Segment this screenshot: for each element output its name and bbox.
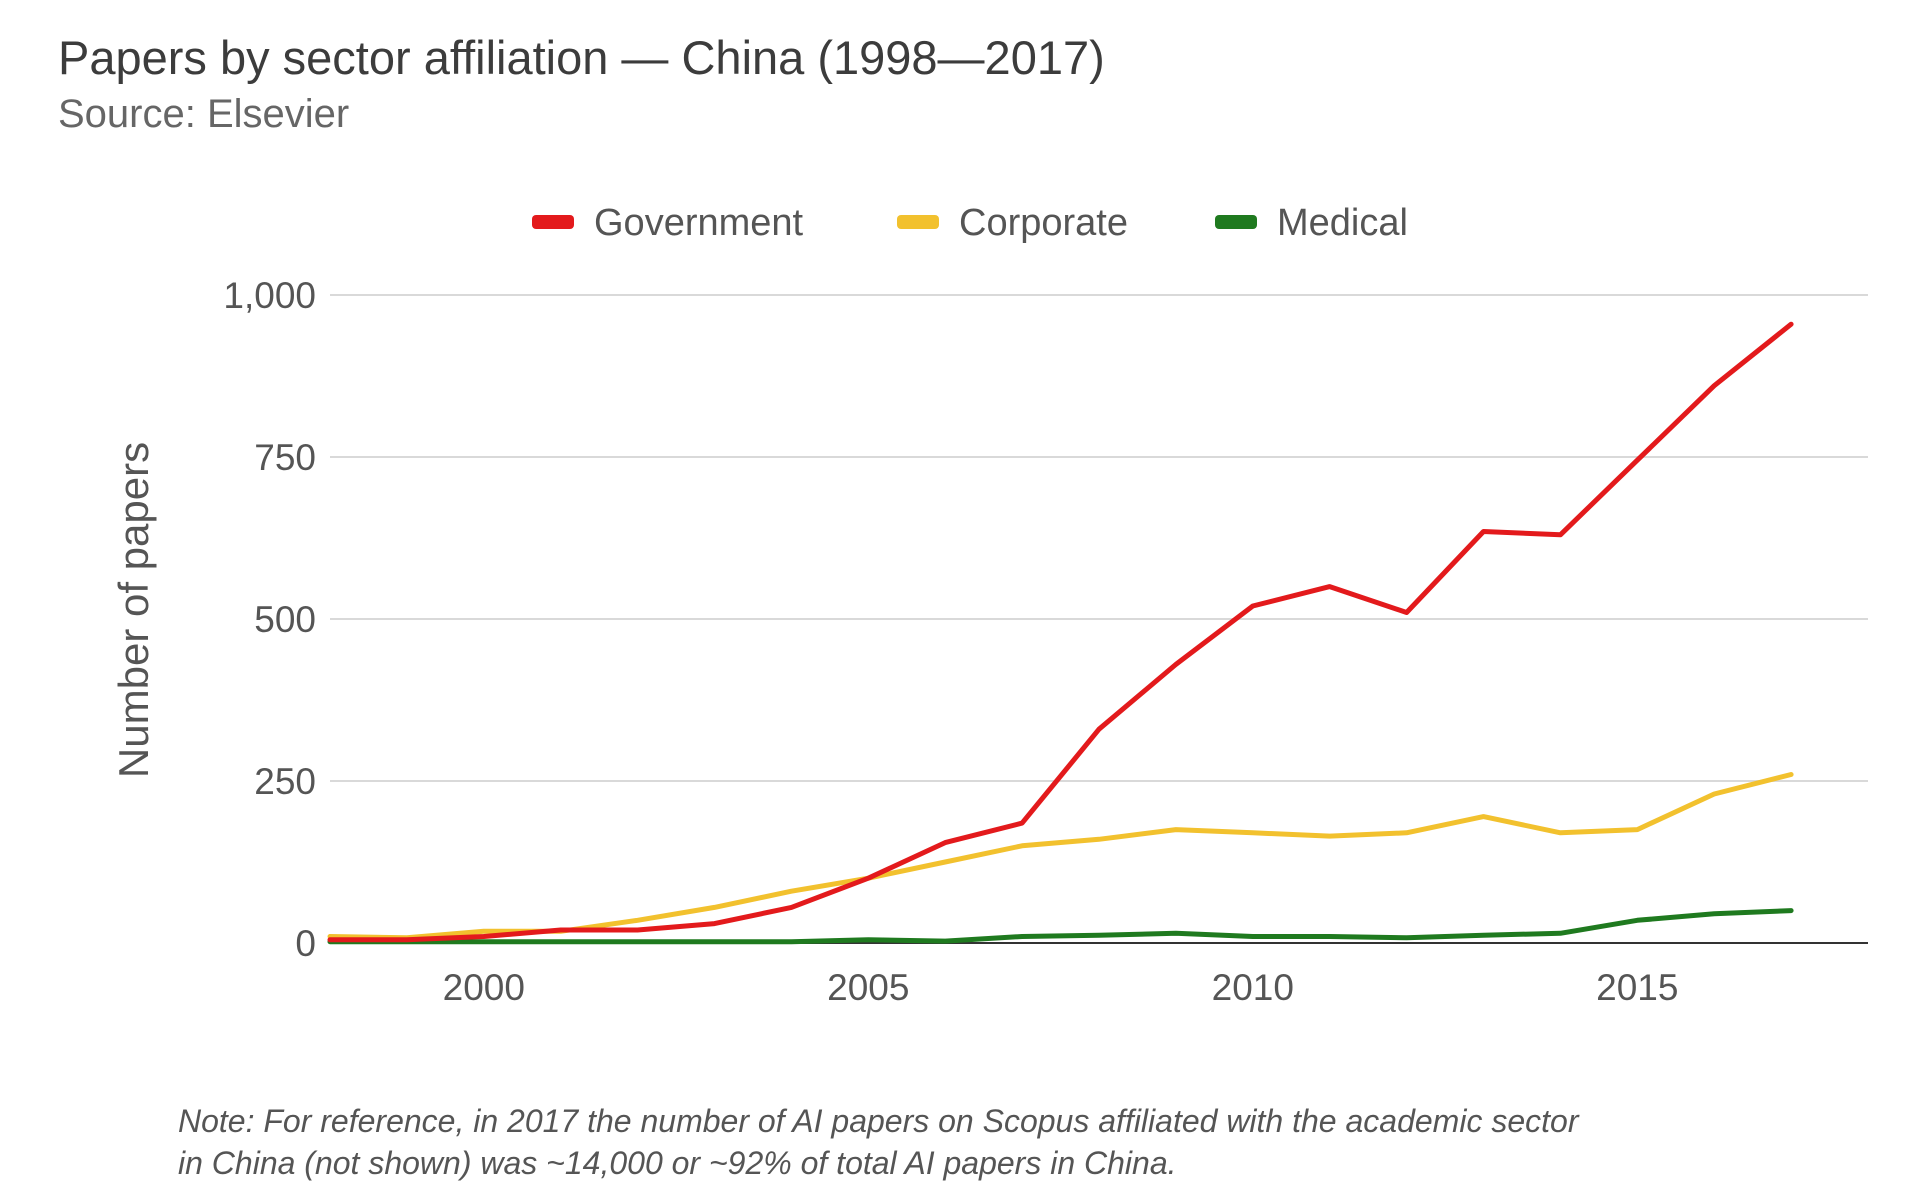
y-axis-ticks: 0 250 500 750 1,000 — [223, 275, 316, 964]
y-tick-label: 500 — [254, 599, 316, 640]
legend-label-medical: Medical — [1277, 202, 1408, 244]
chart-note: Note: For reference, in 2017 the number … — [178, 1100, 1858, 1184]
x-tick-label: 2000 — [443, 967, 525, 1008]
x-axis-ticks: 2000 2005 2010 2015 — [443, 967, 1679, 1008]
note-line-1: Note: For reference, in 2017 the number … — [178, 1103, 1579, 1139]
legend-swatch-government — [532, 215, 574, 229]
x-tick-label: 2015 — [1596, 967, 1678, 1008]
series-line-corporate — [327, 772, 1794, 941]
series-line-government — [327, 321, 1794, 943]
legend-label-corporate: Corporate — [959, 202, 1128, 244]
y-axis-label: Number of papers — [110, 442, 157, 778]
legend-swatch-medical — [1215, 215, 1257, 229]
legend-swatch-corporate — [897, 215, 939, 229]
y-tick-label: 1,000 — [223, 275, 316, 316]
x-tick-label: 2005 — [827, 967, 909, 1008]
y-tick-label: 750 — [254, 437, 316, 478]
legend-label-government: Government — [594, 202, 804, 244]
series-line-medical — [327, 908, 1794, 945]
chart-grid — [330, 294, 1868, 944]
chart-subtitle: Source: Elsevier — [58, 92, 350, 136]
y-tick-label: 0 — [295, 923, 316, 964]
chart-series — [327, 321, 1794, 945]
chart-legend: Government Corporate Medical — [532, 202, 1408, 244]
x-tick-label: 2010 — [1212, 967, 1294, 1008]
y-tick-label: 250 — [254, 761, 316, 802]
note-line-2: in China (not shown) was ~14,000 or ~92%… — [178, 1145, 1177, 1181]
chart-title: Papers by sector affiliation — China (19… — [58, 31, 1105, 84]
